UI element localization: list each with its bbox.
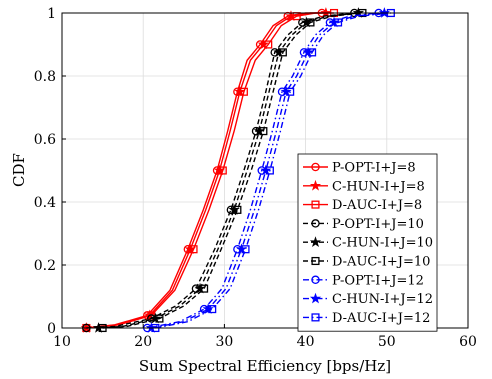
legend-marker (309, 236, 322, 247)
data-point-marker (235, 243, 248, 255)
data-point-marker (334, 18, 343, 27)
data-point-marker (260, 164, 272, 176)
x-axis-label: Sum Spectral Efficiency [bps/Hz] (139, 357, 391, 375)
legend-label: P-OPT-I+J=8 (332, 161, 416, 176)
data-point-marker (265, 166, 274, 175)
data-point-marker (264, 40, 273, 49)
x-tick-label: 10 (53, 334, 71, 350)
data-point-marker (194, 282, 206, 294)
legend-marker (311, 256, 320, 266)
data-point-marker (257, 38, 269, 50)
data-point-marker (278, 48, 287, 57)
data-point-marker (308, 48, 317, 57)
legend-marker (309, 292, 322, 304)
legend-label: D-AUC-I+J=8 (332, 198, 422, 213)
data-point-marker (328, 16, 340, 28)
x-tick-label: 50 (378, 334, 396, 350)
x-tick-label: 60 (459, 334, 477, 350)
legend-label: D-AUC-I+J=10 (332, 255, 430, 270)
series-line (86, 12, 335, 329)
data-point-marker (155, 314, 164, 323)
plot-frame (61, 12, 469, 329)
data-point-marker (300, 16, 313, 28)
x-tick-label: 40 (297, 334, 315, 350)
data-point-marker (233, 205, 242, 214)
series-line (155, 12, 391, 329)
data-point-marker (218, 166, 227, 175)
data-point-marker (286, 87, 295, 96)
legend-label: D-AUC-I+J=12 (332, 311, 430, 326)
series-line (86, 12, 355, 329)
legend-marker (311, 275, 320, 285)
data-point-marker (200, 284, 209, 293)
y-tick-label: 0.8 (34, 69, 56, 85)
data-point-marker (302, 46, 314, 58)
y-tick-label: 0 (47, 321, 56, 337)
y-axis-label: CDF (10, 153, 28, 187)
y-tick-label: 0.2 (34, 258, 56, 274)
data-point-marker (259, 127, 268, 136)
legend-marker (311, 219, 320, 228)
data-point-marker (280, 85, 292, 97)
legend: P-OPT-I+J=8 C-HUN-I+J=8 D-AUC-I+J=8 P-OPT-I… (297, 153, 438, 332)
y-tick-label: 1 (47, 6, 56, 22)
series-line (98, 12, 359, 329)
legend-label: C-HUN-I+J=10 (332, 236, 433, 251)
series-line (151, 12, 385, 329)
data-point-marker (239, 87, 248, 96)
legend-marker (311, 162, 320, 172)
series-line (86, 12, 326, 329)
data-point-marker (241, 245, 250, 254)
data-point-marker (234, 85, 246, 97)
series-line (147, 12, 379, 329)
y-tick-label: 0.6 (34, 132, 56, 148)
x-tick-label: 20 (134, 334, 152, 350)
legend-marker (311, 200, 320, 209)
legend-marker (309, 179, 322, 191)
y-tick-label: 0.4 (34, 195, 56, 211)
data-point-marker (189, 245, 198, 254)
data-point-marker (208, 305, 217, 314)
series-line (86, 12, 322, 329)
data-point-marker (253, 125, 265, 136)
data-point-marker (149, 312, 162, 324)
legend-marker (311, 313, 320, 322)
series-line (102, 12, 363, 329)
data-point-marker (285, 10, 297, 21)
legend-label: C-HUN-I+J=8 (332, 179, 425, 194)
legend-label: P-OPT-I+J=12 (332, 273, 424, 288)
axis-ticks: 10 20 30 40 50 60 0 0.2 0.4 0.6 0.8 1 (34, 6, 477, 350)
legend-label: C-HUN-I+J=12 (332, 292, 433, 307)
data-point-marker (273, 46, 285, 58)
legend-label: P-OPT-I+J=10 (332, 217, 424, 232)
data-point-marker (306, 18, 315, 27)
x-tick-label: 30 (215, 334, 233, 350)
